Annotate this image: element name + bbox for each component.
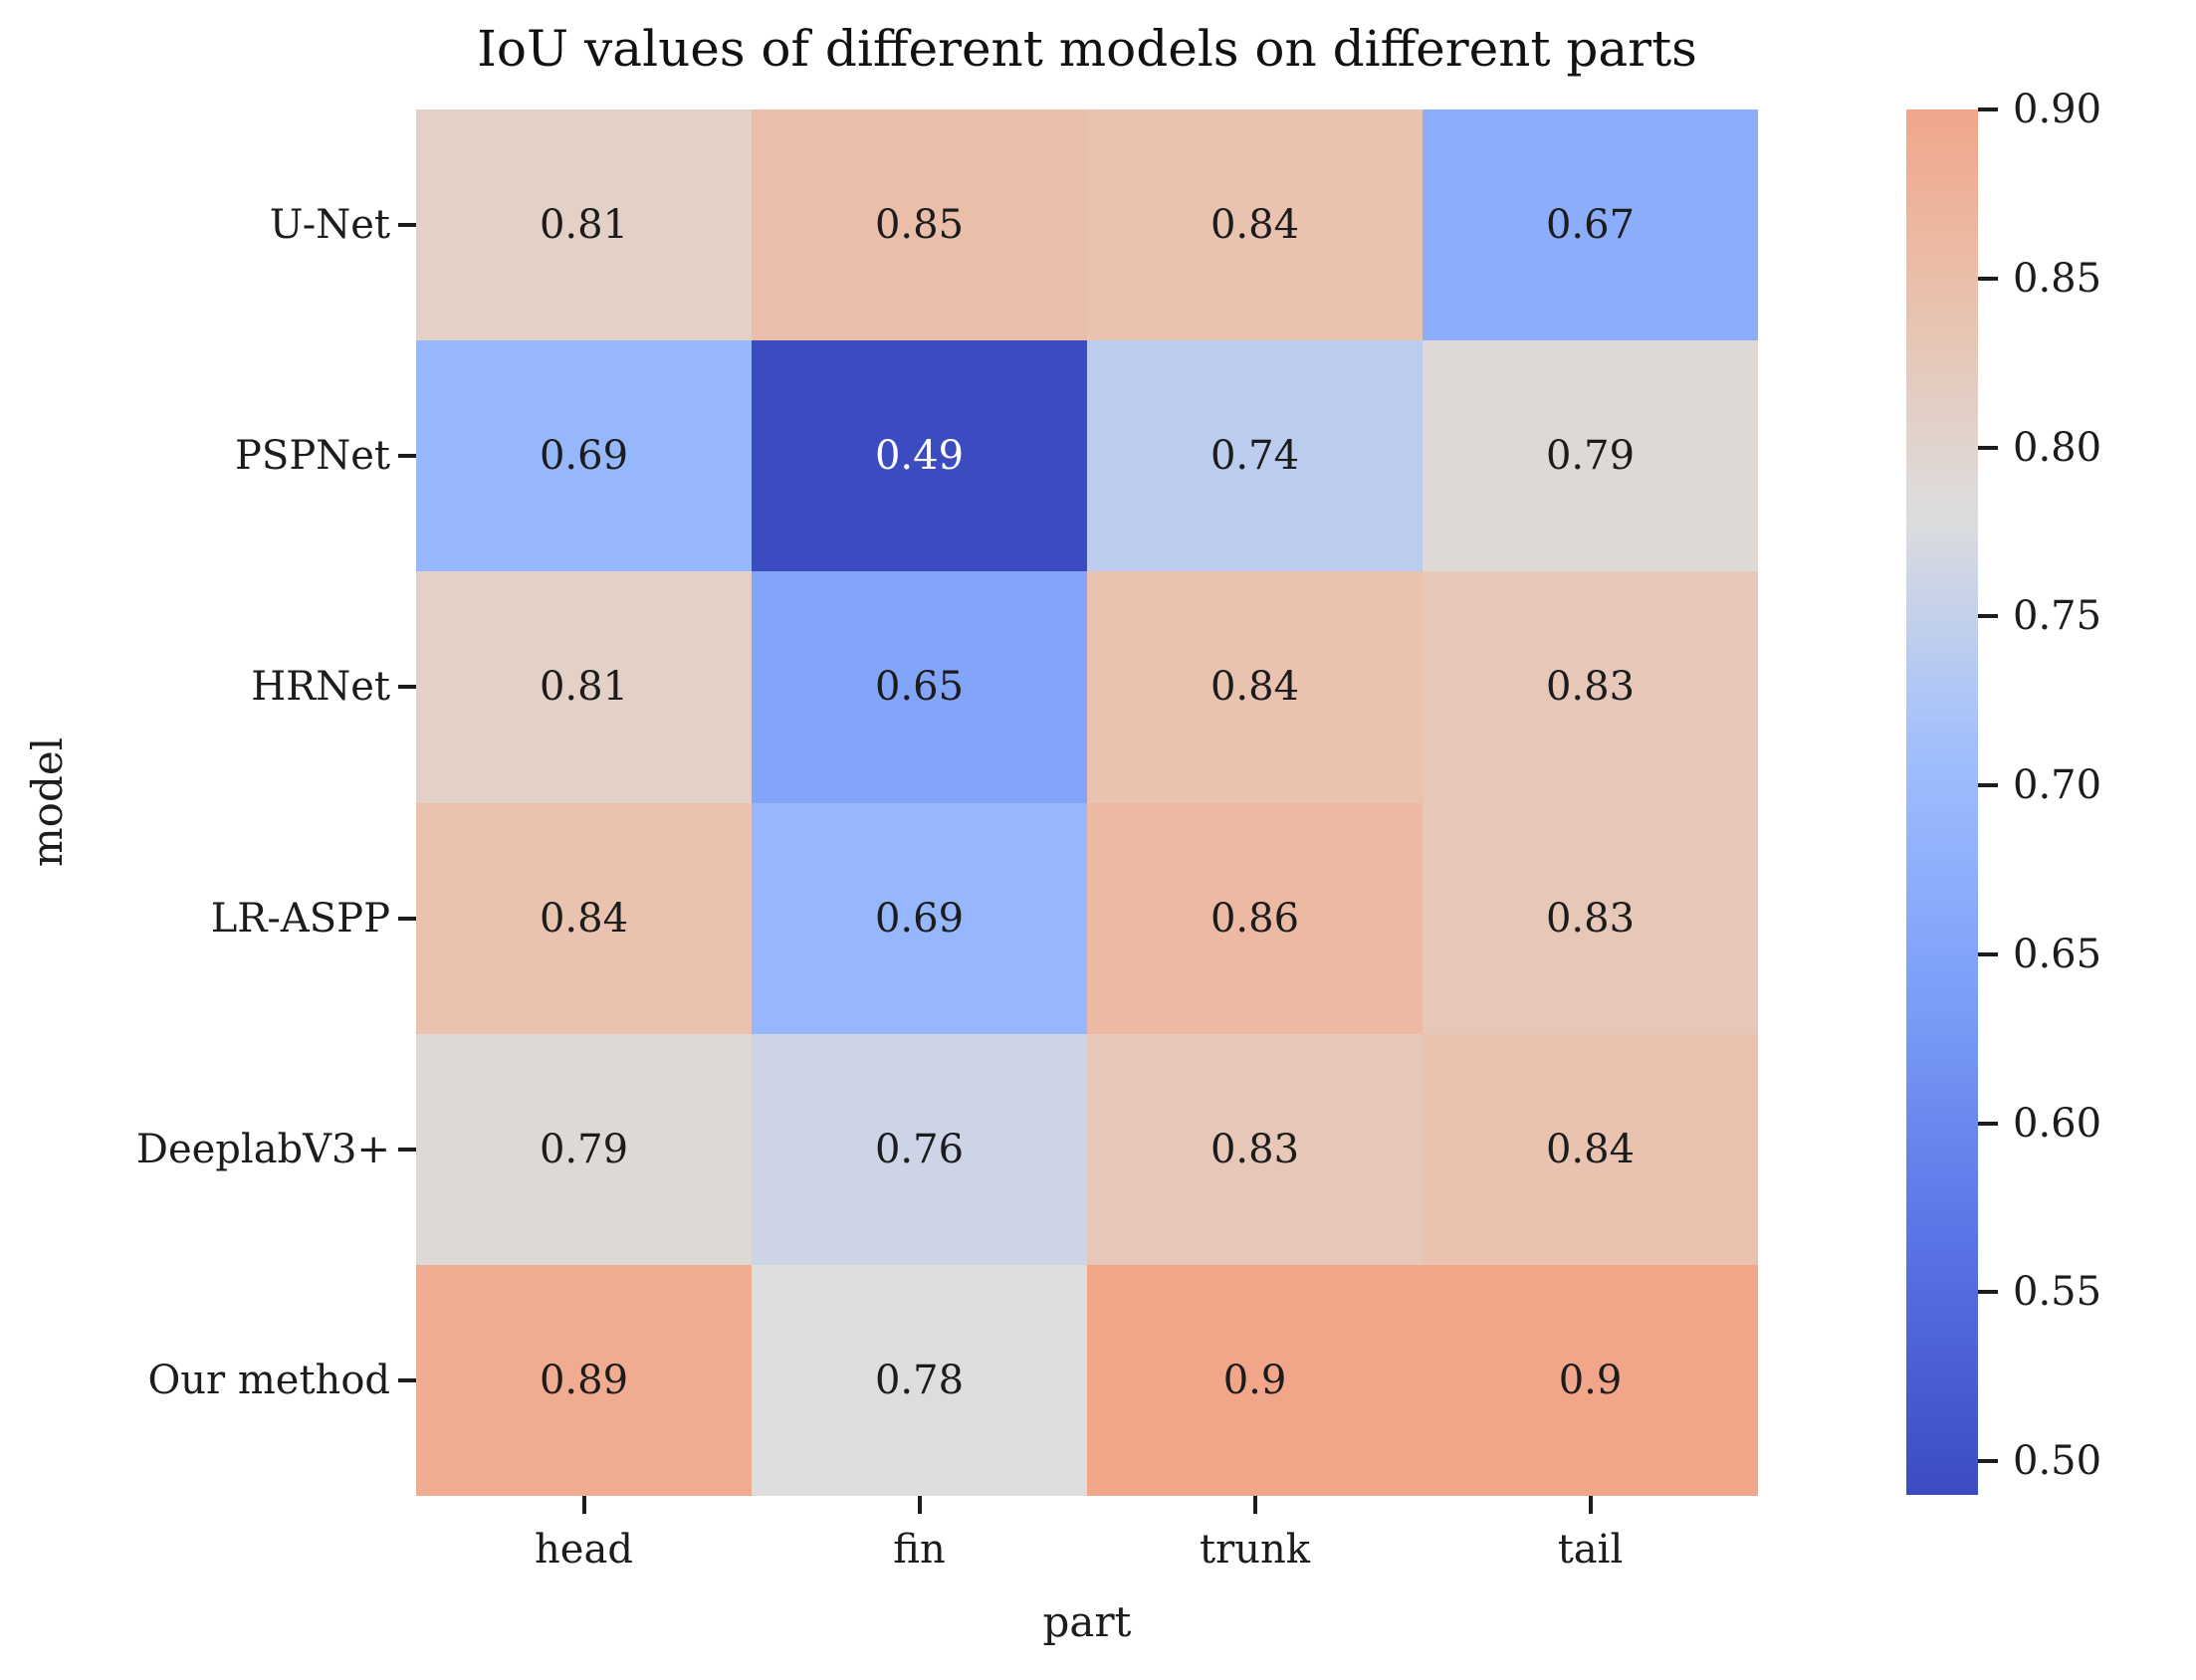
- heatmap-cell: 0.89: [416, 1264, 752, 1496]
- y-tick-mark: [398, 223, 416, 228]
- heatmap-cell: 0.79: [1423, 340, 1758, 572]
- chart-title: IoU values of different models on differ…: [477, 20, 1697, 78]
- colorbar-tick-mark: [1978, 107, 1998, 111]
- colorbar-tick-mark: [1978, 276, 1998, 281]
- heatmap-cell: 0.67: [1423, 109, 1758, 341]
- colorbar-tick-label: 0.55: [2013, 1269, 2102, 1316]
- x-tick-mark: [1588, 1496, 1593, 1514]
- cell-value: 0.67: [1545, 202, 1636, 249]
- heatmap-cell: 0.84: [1087, 109, 1423, 341]
- cell-value: 0.49: [874, 433, 965, 480]
- colorbar-tick-label: 0.60: [2013, 1100, 2102, 1147]
- cell-value: 0.69: [874, 895, 965, 942]
- cell-value: 0.81: [539, 664, 629, 711]
- cell-value: 0.83: [1545, 664, 1636, 711]
- heatmap-cell: 0.86: [1087, 802, 1423, 1034]
- cell-value: 0.83: [1209, 1126, 1300, 1172]
- colorbar-tick-label: 0.70: [2013, 762, 2102, 809]
- colorbar-tick-mark: [1978, 445, 1998, 450]
- y-tick-label: Our method: [147, 1357, 390, 1403]
- heatmap-cell: 0.79: [416, 1033, 752, 1265]
- x-axis-label: part: [1042, 1597, 1132, 1646]
- y-axis-label: model: [23, 736, 72, 868]
- colorbar-tick-mark: [1978, 951, 1998, 956]
- x-tick-label: fin: [893, 1527, 946, 1573]
- heatmap-cell: 0.85: [752, 109, 1087, 341]
- heatmap-cell: 0.78: [752, 1264, 1087, 1496]
- colorbar-tick-label: 0.90: [2013, 87, 2102, 132]
- y-tick-label: PSPNet: [235, 433, 390, 480]
- heatmap-cell: 0.69: [752, 802, 1087, 1034]
- cell-value: 0.79: [1545, 433, 1636, 480]
- heatmap-cell: 0.84: [1087, 571, 1423, 803]
- cell-value: 0.84: [1545, 1126, 1636, 1172]
- colorbar-tick-mark: [1978, 783, 1998, 788]
- cell-value: 0.9: [1558, 1357, 1623, 1403]
- cell-value: 0.79: [539, 1126, 629, 1172]
- x-tick-mark: [1252, 1496, 1257, 1514]
- cell-value: 0.84: [1209, 202, 1300, 249]
- heatmap-cell: 0.83: [1087, 1033, 1423, 1265]
- cell-value: 0.69: [539, 433, 629, 480]
- colorbar-tick-label: 0.65: [2013, 931, 2102, 977]
- y-tick-mark: [398, 685, 416, 690]
- heatmap-cell: 0.83: [1423, 802, 1758, 1034]
- heatmap-cell: 0.9: [1423, 1264, 1758, 1496]
- heatmap-grid: 0.81 0.85 0.84 0.67 0.69 0.49 0.74 0.79 0.81 0.65…: [416, 109, 1758, 1496]
- heatmap-cell: 0.49: [752, 340, 1087, 572]
- heatmap-cell: 0.65: [752, 571, 1087, 803]
- cell-value: 0.83: [1545, 895, 1636, 942]
- cell-value: 0.84: [539, 895, 629, 942]
- colorbar-tick-label: 0.75: [2013, 593, 2102, 640]
- heatmap-cell: 0.81: [416, 109, 752, 341]
- cell-value: 0.85: [874, 202, 965, 249]
- cell-value: 0.65: [874, 664, 965, 711]
- y-tick-mark: [398, 454, 416, 459]
- y-tick-mark: [398, 1147, 416, 1152]
- heatmap-cell: 0.84: [416, 802, 752, 1034]
- cell-value: 0.78: [874, 1357, 965, 1403]
- heatmap-cell: 0.69: [416, 340, 752, 572]
- x-tick-label: head: [535, 1527, 633, 1573]
- colorbar-tick-label: 0.80: [2013, 424, 2102, 471]
- cell-value: 0.74: [1209, 433, 1300, 480]
- heatmap-cell: 0.81: [416, 571, 752, 803]
- cell-value: 0.81: [539, 202, 629, 249]
- y-tick-mark: [398, 1377, 416, 1382]
- y-tick-label: U-Net: [269, 202, 390, 249]
- colorbar-tick-mark: [1978, 1121, 1998, 1126]
- heatmap-cell: 0.74: [1087, 340, 1423, 572]
- cell-value: 0.76: [874, 1126, 965, 1172]
- colorbar-tick-mark: [1978, 1459, 1998, 1464]
- cell-value: 0.9: [1222, 1357, 1287, 1403]
- x-tick-label: trunk: [1200, 1527, 1310, 1573]
- y-tick-label: DeeplabV3+: [135, 1126, 390, 1172]
- x-tick-mark: [581, 1496, 586, 1514]
- y-tick-label: HRNet: [251, 664, 390, 711]
- heatmap-cell: 0.84: [1423, 1033, 1758, 1265]
- y-tick-label: LR-ASPP: [210, 895, 390, 942]
- colorbar-gradient: [1906, 109, 1978, 1495]
- heatmap-cell: 0.83: [1423, 571, 1758, 803]
- x-tick-label: tail: [1557, 1527, 1624, 1573]
- cell-value: 0.86: [1209, 895, 1300, 942]
- cell-value: 0.89: [539, 1357, 629, 1403]
- colorbar-tick-label: 0.85: [2013, 255, 2102, 302]
- x-tick-mark: [917, 1496, 922, 1514]
- colorbar-tick-label: 0.50: [2013, 1438, 2102, 1485]
- colorbar-tick-mark: [1978, 614, 1998, 619]
- y-tick-mark: [398, 916, 416, 921]
- heatmap-cell: 0.9: [1087, 1264, 1423, 1496]
- colorbar-tick-mark: [1978, 1290, 1998, 1295]
- heatmap-cell: 0.76: [752, 1033, 1087, 1265]
- cell-value: 0.84: [1209, 664, 1300, 711]
